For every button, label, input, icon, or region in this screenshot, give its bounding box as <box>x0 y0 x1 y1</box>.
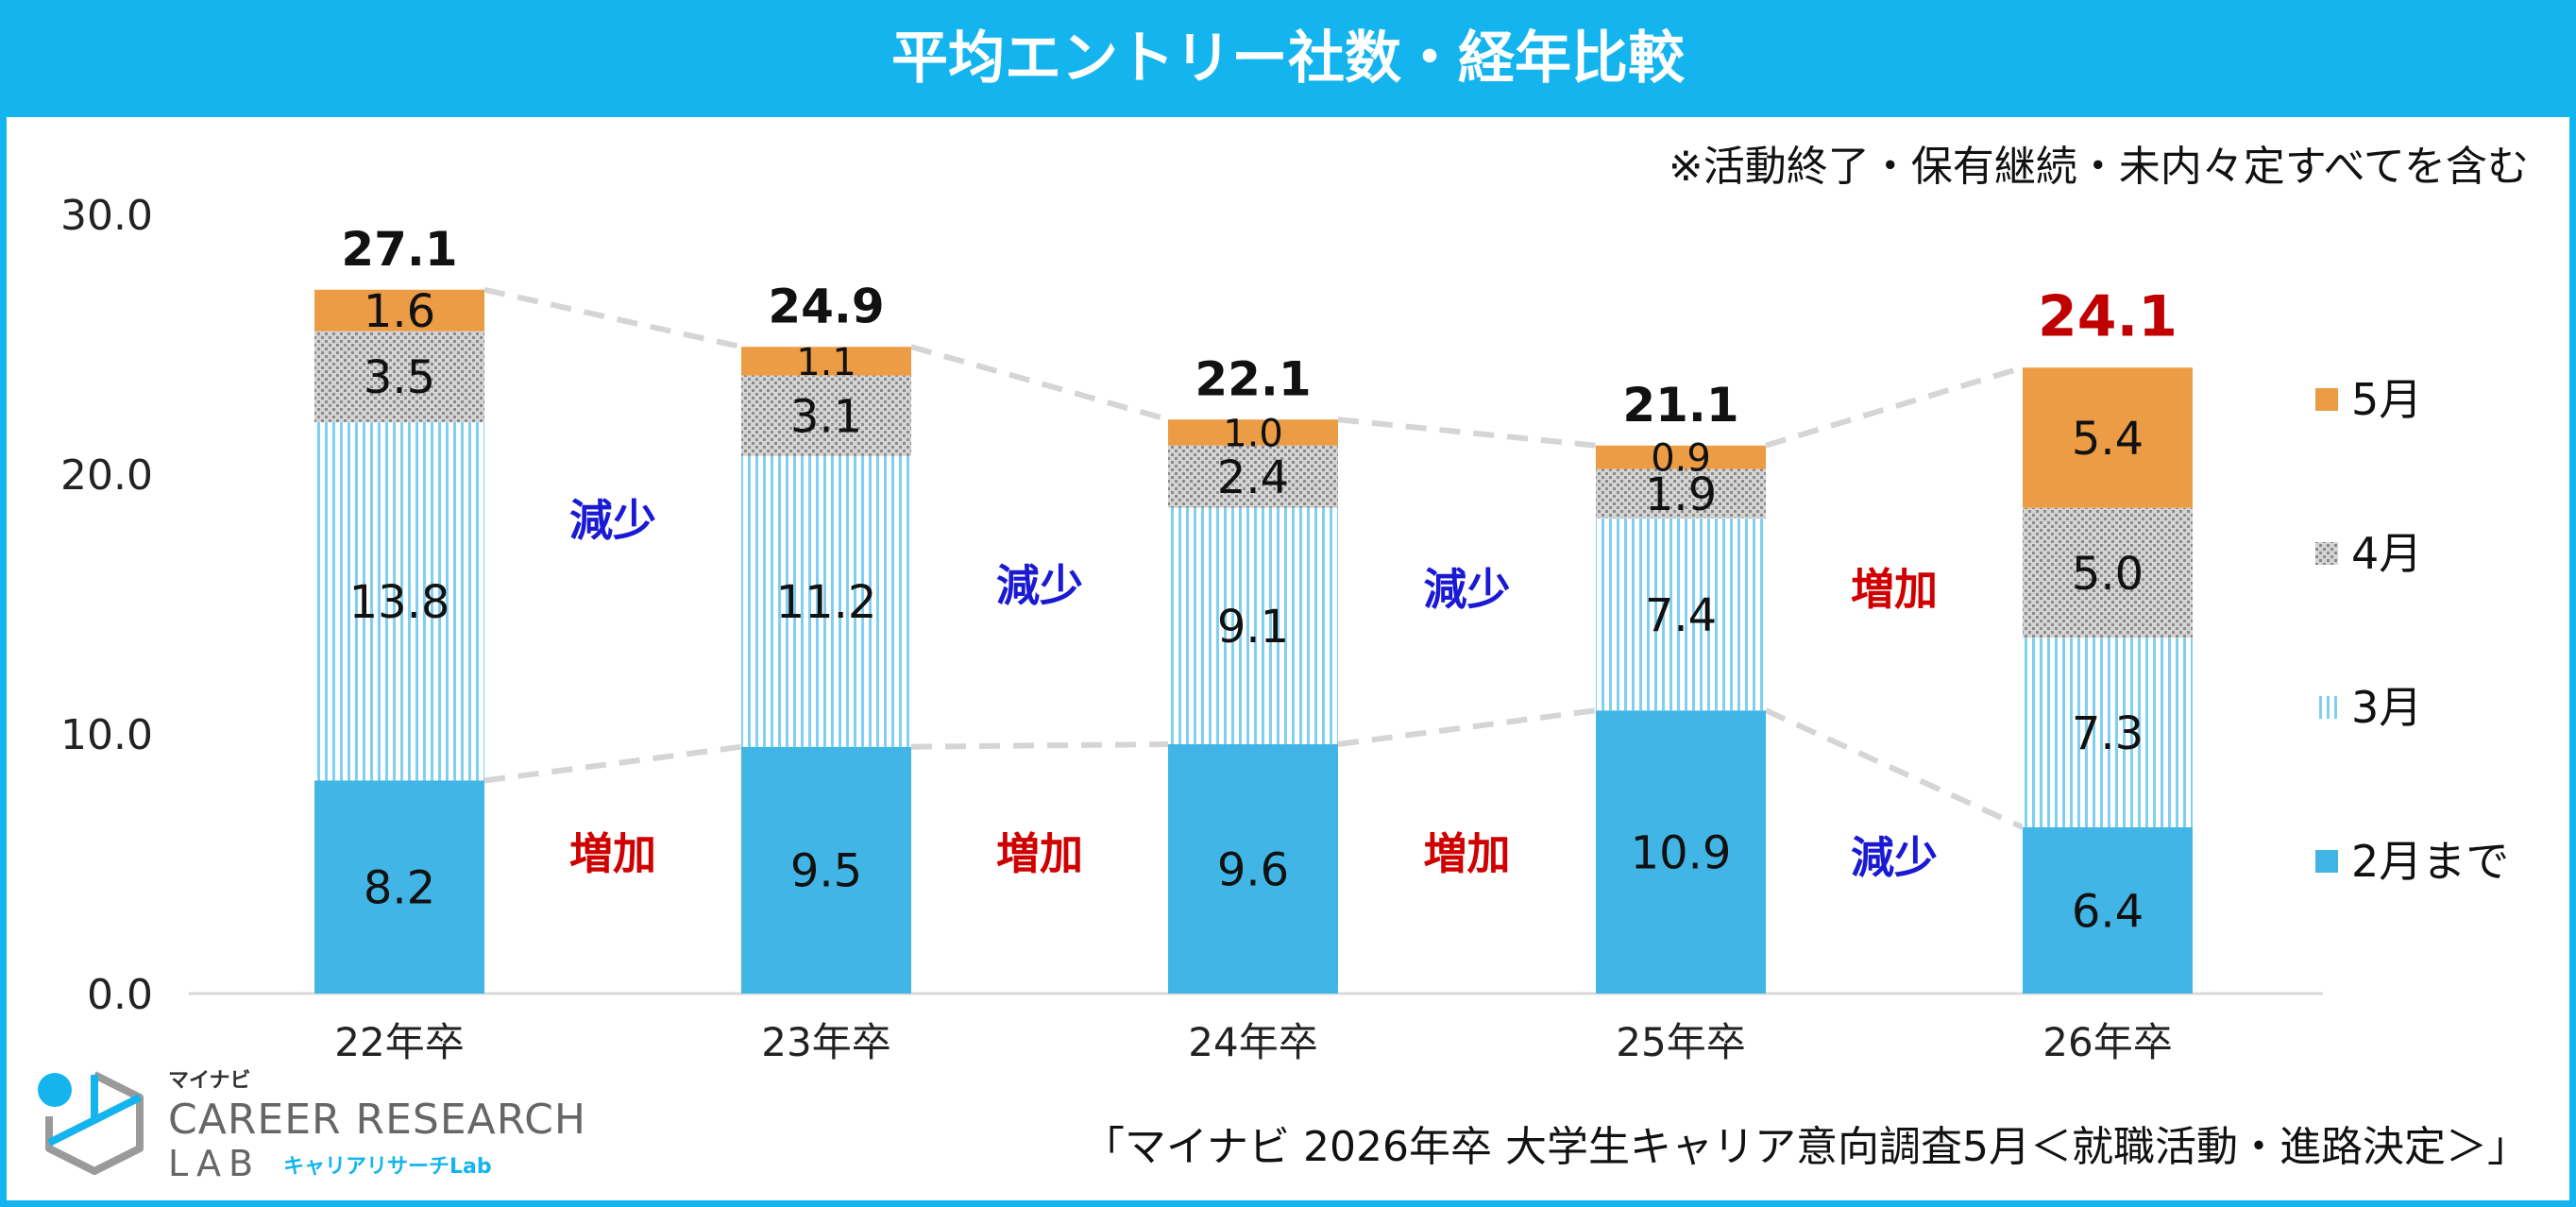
cube-logo-icon <box>38 1071 144 1175</box>
bar-segment-may <box>1596 445 1766 469</box>
bar-segment-apr <box>741 375 911 456</box>
data-label: 9.5 <box>790 845 862 898</box>
trend-annotation-lower: 減少 <box>1851 832 1938 883</box>
bar-segment-apr <box>1168 445 1338 508</box>
data-label: 6.4 <box>2072 885 2144 938</box>
trend-annotation-upper: 減少 <box>569 495 656 546</box>
data-label: 1.0 <box>1223 412 1283 455</box>
data-label: 1.9 <box>1645 468 1717 521</box>
trend-annotation-lower: 増加 <box>996 828 1083 879</box>
data-label: 11.2 <box>776 576 877 629</box>
feb-trend-connector <box>1337 707 1597 747</box>
data-label: 8.2 <box>364 862 435 915</box>
legend-label: 4月 <box>2351 528 2422 579</box>
y-tick-label: 20.0 <box>60 451 153 500</box>
legend-swatch <box>2315 542 2338 565</box>
title-bar: 平均エントリー社数・経年比較 <box>0 0 2576 117</box>
bar-segment-may <box>314 289 484 332</box>
legend-swatch <box>2315 388 2338 411</box>
x-tick-label: 22年卒 <box>334 1019 464 1065</box>
data-label: 9.1 <box>1217 601 1289 654</box>
logo-brand: マイナビ <box>168 1069 251 1093</box>
data-label: 9.6 <box>1217 843 1289 896</box>
trend-annotation-lower: 増加 <box>569 828 656 879</box>
legend-swatch <box>2315 696 2338 719</box>
x-tick-label: 23年卒 <box>761 1019 890 1065</box>
y-tick-label: 0.0 <box>87 971 153 1019</box>
y-tick-label: 10.0 <box>60 711 153 759</box>
bar-segment-mar <box>741 455 911 747</box>
data-label: 3.5 <box>364 351 435 404</box>
bar-segment-may <box>741 347 911 376</box>
legend-swatch <box>2315 850 2338 873</box>
feb-trend-connector <box>483 743 742 784</box>
logo-lab: LAB <box>168 1143 262 1184</box>
bar-segment-apr <box>314 331 484 422</box>
x-tick-label: 25年卒 <box>1616 1019 1745 1065</box>
bar-segment-feb <box>314 780 484 994</box>
bar-segment-feb <box>2023 827 2193 994</box>
logo-name: CAREER RESEARCH <box>168 1096 586 1144</box>
total-trend-connector <box>1337 416 1597 449</box>
feb-trend-connector <box>910 741 1169 750</box>
legend-label: 5月 <box>2351 374 2422 425</box>
feb-trend-connector <box>1764 707 2025 830</box>
trend-annotation-upper: 減少 <box>1424 564 1511 615</box>
career-research-lab-logo: マイナビ CAREER RESEARCH LAB キャリアリサーチLab <box>28 1058 595 1190</box>
total-label: 24.9 <box>768 279 884 333</box>
total-trend-connector <box>1765 365 2024 449</box>
data-label: 13.8 <box>349 576 450 629</box>
bar-segment-feb <box>741 746 911 994</box>
bar-segment-mar <box>1168 507 1338 744</box>
data-label: 10.9 <box>1631 826 1732 879</box>
chart-title: 平均エントリー社数・経年比較 <box>891 26 1685 92</box>
data-label: 5.4 <box>2072 413 2144 466</box>
data-label: 5.0 <box>2072 548 2144 601</box>
y-tick-label: 30.0 <box>60 192 153 240</box>
bar-segment-feb <box>1168 744 1338 994</box>
trend-annotation-lower: 増加 <box>1424 828 1511 879</box>
data-label: 1.1 <box>796 341 856 384</box>
bar-segment-mar <box>314 422 484 781</box>
data-label: 2.4 <box>1217 451 1289 504</box>
bar-segment-mar <box>1596 518 1766 711</box>
bar-segment-may <box>2023 367 2193 508</box>
total-label: 24.1 <box>2038 283 2178 349</box>
total-trend-connector <box>483 286 742 350</box>
total-label: 22.1 <box>1195 351 1311 406</box>
total-label: 27.1 <box>341 222 457 277</box>
x-tick-label: 26年卒 <box>2042 1019 2172 1065</box>
source-citation: 「マイナビ 2026年卒 大学生キャリア意向調査5月＜就職活動・進路決定＞」 <box>1082 1123 2529 1171</box>
logo-sub: キャリアリサーチLab <box>283 1155 492 1179</box>
data-label: 7.4 <box>1645 589 1717 642</box>
data-label: 0.9 <box>1651 437 1711 481</box>
data-label: 3.1 <box>790 390 862 443</box>
legend-label: 3月 <box>2351 682 2422 733</box>
bar-segment-apr <box>2023 507 2193 638</box>
chart-note: ※活動終了・保有継続・未内々定すべてを含む <box>1668 143 2529 191</box>
x-tick-label: 24年卒 <box>1188 1019 1317 1065</box>
bar-segment-may <box>1168 419 1338 446</box>
total-label: 21.1 <box>1622 378 1738 433</box>
bar-segment-feb <box>1596 710 1766 994</box>
data-label: 7.3 <box>2072 707 2144 760</box>
bar-segment-mar <box>2023 638 2193 827</box>
legend-label: 2月まで <box>2351 836 2509 887</box>
trend-annotation-upper: 減少 <box>996 560 1083 611</box>
data-label: 1.6 <box>364 285 435 338</box>
bar-segment-apr <box>1596 468 1766 518</box>
trend-annotation-upper: 増加 <box>1851 564 1938 615</box>
total-trend-connector <box>910 344 1169 423</box>
